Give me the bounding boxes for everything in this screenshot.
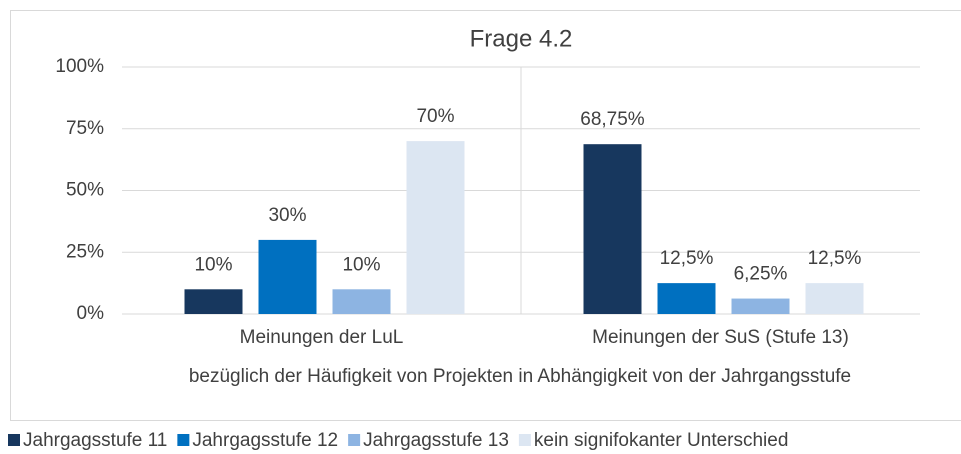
bar: [258, 239, 317, 314]
bar: [332, 289, 391, 314]
y-tick-label: 50%: [66, 180, 104, 201]
y-tick-label: 0%: [77, 303, 105, 324]
legend-swatch: [348, 434, 361, 446]
legend-label: kein signifokanter Unterschied: [534, 430, 789, 451]
bar: [583, 144, 642, 314]
legend-label: Jahrgagsstufe 12: [192, 430, 338, 451]
bar: [406, 141, 465, 314]
bar: [657, 283, 716, 314]
legend-swatch: [518, 434, 531, 446]
data-label: 30%: [268, 205, 306, 226]
legend-label: Jahrgagsstufe 11: [23, 430, 167, 451]
x-axis-title: bezüglich der Häufigkeit von Projekten i…: [188, 366, 852, 387]
bar: [184, 289, 243, 314]
data-label: 10%: [194, 254, 232, 275]
x-tick-label: Meinungen der SuS (Stufe 13): [592, 327, 849, 348]
legend-swatch: [177, 434, 190, 446]
y-tick-label: 75%: [66, 118, 104, 139]
data-label: 70%: [416, 106, 454, 127]
legend-swatch: [8, 434, 20, 446]
y-tick-label: 100%: [55, 56, 104, 77]
chart-title: Frage 4.2: [470, 25, 573, 52]
chart-border: [10, 10, 961, 421]
bar: [731, 298, 790, 314]
data-label: 12,5%: [808, 248, 862, 269]
data-label: 12,5%: [660, 248, 714, 269]
legend-label: Jahrgagsstufe 13: [363, 430, 509, 451]
bar: [805, 283, 864, 314]
x-tick-label: Meinungen der LuL: [240, 327, 404, 348]
data-label: 68,75%: [580, 109, 645, 130]
y-tick-label: 25%: [66, 241, 104, 262]
data-label: 6,25%: [734, 264, 788, 285]
data-label: 10%: [342, 254, 380, 275]
